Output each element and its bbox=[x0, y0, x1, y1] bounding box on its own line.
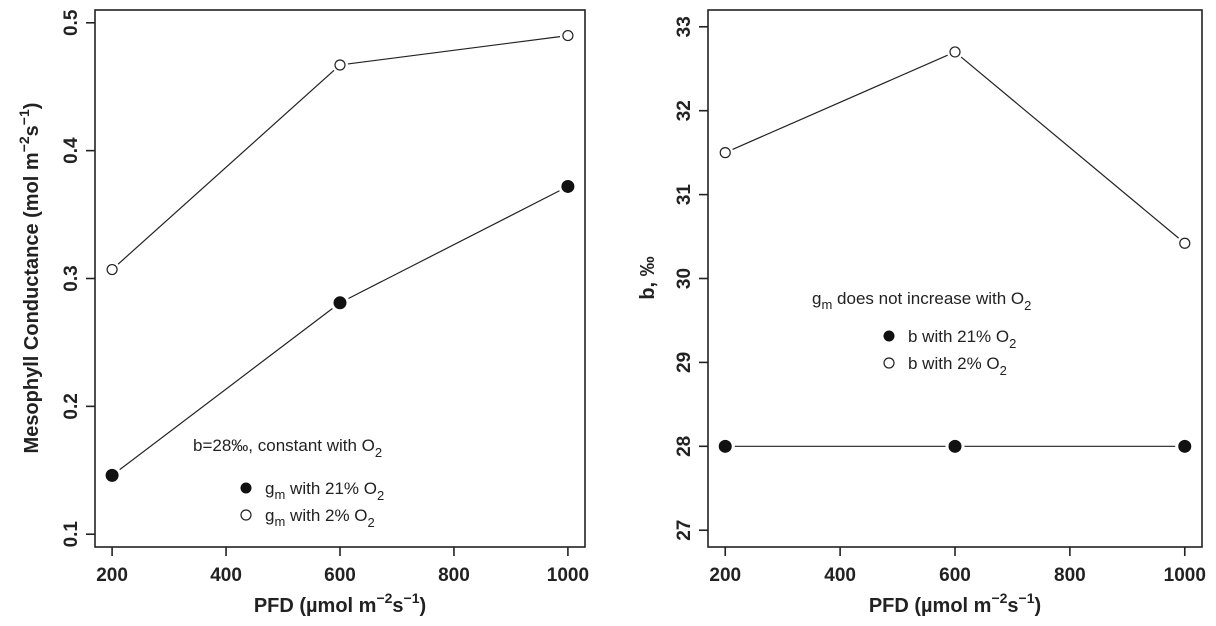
right-series-1-point bbox=[1179, 237, 1191, 249]
left-series-0-point bbox=[561, 179, 575, 193]
right-x-tick-label: 600 bbox=[939, 565, 971, 586]
left-x-axis: 200 400 600 800 1000 bbox=[96, 547, 589, 586]
right-series-1-segment bbox=[960, 56, 1180, 239]
left-x-tick-label: 400 bbox=[210, 565, 242, 586]
left-chart: 200 400 600 800 1000 0.1 0.2 0.3 0.4 0.5 PFD (µm… bbox=[16, 9, 589, 617]
left-legend-entry-21: gm with 21% O2 bbox=[265, 479, 384, 503]
left-series-0-segment bbox=[348, 190, 560, 300]
left-series-1-segment bbox=[117, 69, 335, 265]
right-x-tick-label: 800 bbox=[1054, 565, 1086, 586]
right-series-0-point bbox=[948, 439, 962, 453]
right-x-axis-title: PFD (µmol m−2s−1) bbox=[869, 590, 1041, 617]
left-y-tick-label: 0.3 bbox=[61, 265, 82, 291]
right-series-1-point bbox=[949, 46, 961, 58]
left-series-0-segment bbox=[119, 308, 333, 471]
left-y-tick-label: 0.2 bbox=[61, 393, 82, 419]
right-legend-entry-21: b with 21% O2 bbox=[908, 327, 1016, 351]
left-legend-title: b=28‰, constant with O2 bbox=[193, 436, 382, 460]
left-legend-marker-filled bbox=[240, 482, 252, 494]
left-y-tick-label: 0.5 bbox=[61, 9, 82, 36]
right-plot-frame bbox=[707, 9, 1203, 548]
right-x-axis: 200 400 600 800 1000 bbox=[709, 547, 1206, 586]
right-x-tick-label: 1000 bbox=[1164, 565, 1206, 586]
left-legend-marker-open bbox=[240, 509, 252, 521]
left-x-tick-label: 800 bbox=[438, 565, 470, 586]
right-y-tick-label: 28 bbox=[674, 436, 695, 457]
left-x-tick-label: 600 bbox=[324, 565, 356, 586]
left-y-axis-title: Mesophyll Conductance (mol m−2s−1) bbox=[16, 103, 43, 454]
left-y-tick-label: 0.1 bbox=[61, 521, 82, 548]
right-y-tick-label: 30 bbox=[674, 268, 695, 289]
right-y-tick-label: 29 bbox=[674, 352, 695, 373]
right-legend-marker-filled bbox=[883, 330, 895, 342]
left-y-axis: 0.1 0.2 0.3 0.4 0.5 bbox=[61, 9, 95, 547]
left-series-0-point bbox=[333, 296, 347, 310]
right-series-group bbox=[718, 46, 1192, 453]
left-series-1-point bbox=[334, 59, 346, 71]
right-y-axis-title: b, ‰ bbox=[637, 256, 659, 299]
right-legend-marker-open bbox=[883, 357, 895, 369]
left-x-axis-title: PFD (µmol m−2s−1) bbox=[254, 590, 426, 617]
left-x-tick-label: 200 bbox=[96, 565, 128, 586]
left-plot-frame bbox=[94, 9, 586, 548]
right-series-1-point bbox=[719, 147, 731, 159]
left-legend-entry-2: gm with 2% O2 bbox=[265, 506, 375, 530]
right-y-tick-label: 27 bbox=[674, 520, 695, 541]
left-series-group bbox=[105, 29, 575, 482]
left-series-0-point bbox=[105, 468, 119, 482]
right-x-tick-label: 200 bbox=[709, 565, 741, 586]
left-series-1-segment bbox=[347, 36, 561, 65]
right-series-1-segment bbox=[732, 54, 948, 150]
left-series-1-point bbox=[106, 263, 118, 276]
right-legend-title: gm does not increase with O2 bbox=[812, 289, 1031, 313]
left-legend: b=28‰, constant with O2 gm with 21% O2 g… bbox=[193, 436, 384, 530]
left-series-1-point bbox=[562, 29, 574, 42]
right-x-tick-label: 400 bbox=[824, 565, 856, 586]
left-x-tick-label: 1000 bbox=[547, 565, 589, 586]
right-y-tick-label: 31 bbox=[674, 184, 695, 206]
right-chart: 200 400 600 800 1000 27 28 29 30 31 32 33 PFD (µmo… bbox=[637, 9, 1206, 617]
right-legend-entry-2: b with 2% O2 bbox=[908, 354, 1007, 378]
right-series-0-point bbox=[718, 439, 732, 453]
right-y-tick-label: 32 bbox=[674, 100, 695, 121]
right-legend: gm does not increase with O2 b with 21% … bbox=[812, 289, 1031, 378]
left-y-tick-label: 0.4 bbox=[61, 137, 82, 164]
right-series-0-point bbox=[1178, 439, 1192, 453]
right-y-tick-label: 33 bbox=[674, 16, 695, 37]
right-y-axis: 27 28 29 30 31 32 33 bbox=[674, 16, 708, 541]
